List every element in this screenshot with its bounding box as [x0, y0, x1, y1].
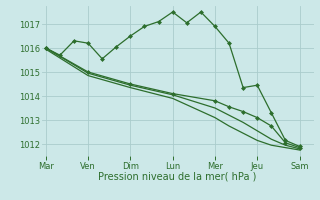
X-axis label: Pression niveau de la mer( hPa ): Pression niveau de la mer( hPa )	[99, 172, 257, 182]
